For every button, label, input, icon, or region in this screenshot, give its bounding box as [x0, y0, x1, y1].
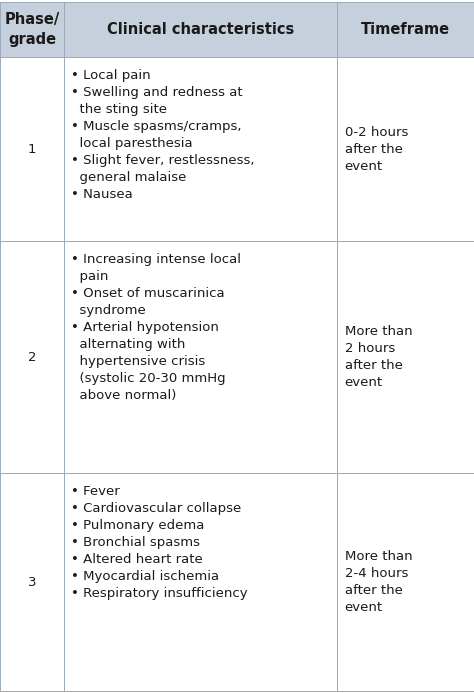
Text: Timeframe: Timeframe: [361, 22, 450, 37]
Text: More than
2 hours
after the
event: More than 2 hours after the event: [345, 326, 412, 389]
Text: 1: 1: [28, 143, 36, 156]
Text: • Local pain
• Swelling and redness at
  the sting site
• Muscle spasms/cramps,
: • Local pain • Swelling and redness at t…: [71, 69, 255, 201]
Bar: [64, 2, 337, 57]
Bar: [337, 241, 474, 473]
Text: Phase/
grade: Phase/ grade: [4, 12, 60, 47]
Bar: [337, 2, 474, 57]
Bar: [0, 57, 64, 241]
Bar: [337, 57, 474, 241]
Bar: [337, 473, 474, 691]
Text: 3: 3: [28, 576, 36, 588]
Text: 0-2 hours
after the
event: 0-2 hours after the event: [345, 125, 408, 173]
Bar: [64, 241, 337, 473]
Text: • Increasing intense local
  pain
• Onset of muscarinica
  syndrome
• Arterial h: • Increasing intense local pain • Onset …: [71, 254, 241, 403]
Bar: [64, 57, 337, 241]
Text: Clinical characteristics: Clinical characteristics: [107, 22, 294, 37]
Bar: [0, 2, 64, 57]
Text: 2: 2: [28, 351, 36, 364]
Text: More than
2-4 hours
after the
event: More than 2-4 hours after the event: [345, 550, 412, 614]
Bar: [0, 473, 64, 691]
Bar: [64, 473, 337, 691]
Text: • Fever
• Cardiovascular collapse
• Pulmonary edema
• Bronchial spasms
• Altered: • Fever • Cardiovascular collapse • Pulm…: [71, 485, 247, 600]
Bar: [0, 241, 64, 473]
